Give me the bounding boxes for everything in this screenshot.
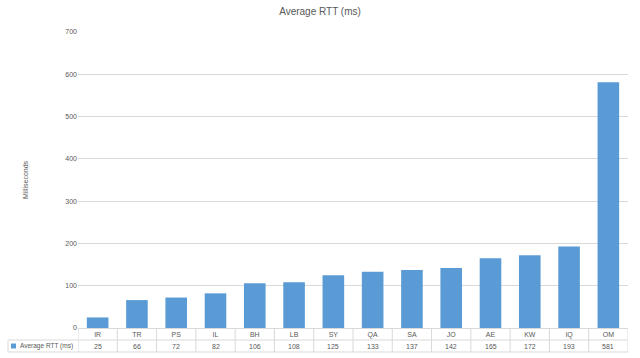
- svg-text:66: 66: [133, 343, 141, 350]
- svg-text:BH: BH: [250, 331, 260, 338]
- svg-text:LB: LB: [290, 331, 299, 338]
- svg-text:600: 600: [65, 71, 77, 78]
- svg-text:QA: QA: [368, 331, 378, 339]
- svg-text:Milliseconds: Milliseconds: [22, 160, 29, 199]
- svg-text:700: 700: [65, 28, 77, 35]
- svg-text:125: 125: [327, 343, 339, 350]
- svg-text:193: 193: [563, 343, 575, 350]
- svg-text:SA: SA: [407, 331, 417, 338]
- svg-text:106: 106: [249, 343, 261, 350]
- svg-text:TR: TR: [132, 331, 141, 338]
- svg-text:172: 172: [524, 343, 536, 350]
- svg-text:SY: SY: [329, 331, 339, 338]
- svg-text:108: 108: [288, 343, 300, 350]
- svg-text:137: 137: [406, 343, 418, 350]
- svg-text:OM: OM: [603, 331, 614, 338]
- svg-text:25: 25: [94, 343, 102, 350]
- svg-text:IR: IR: [94, 331, 101, 338]
- svg-text:500: 500: [65, 113, 77, 120]
- svg-text:IL: IL: [213, 331, 219, 338]
- svg-text:PS: PS: [172, 331, 182, 338]
- svg-text:142: 142: [445, 343, 457, 350]
- svg-text:82: 82: [212, 343, 220, 350]
- svg-text:KW: KW: [524, 331, 536, 338]
- svg-text:581: 581: [602, 343, 614, 350]
- svg-text:JO: JO: [447, 331, 457, 338]
- svg-text:133: 133: [367, 343, 379, 350]
- svg-text:Average RTT (ms): Average RTT (ms): [279, 6, 361, 17]
- svg-text:300: 300: [65, 198, 77, 205]
- svg-text:165: 165: [485, 343, 497, 350]
- svg-text:IQ: IQ: [565, 331, 573, 339]
- svg-text:72: 72: [172, 343, 180, 350]
- svg-text:100: 100: [65, 282, 77, 289]
- svg-text:AE: AE: [486, 331, 496, 338]
- svg-text:Average RTT (ms): Average RTT (ms): [20, 342, 73, 350]
- svg-text:400: 400: [65, 155, 77, 162]
- svg-text:0: 0: [73, 324, 77, 331]
- svg-text:200: 200: [65, 240, 77, 247]
